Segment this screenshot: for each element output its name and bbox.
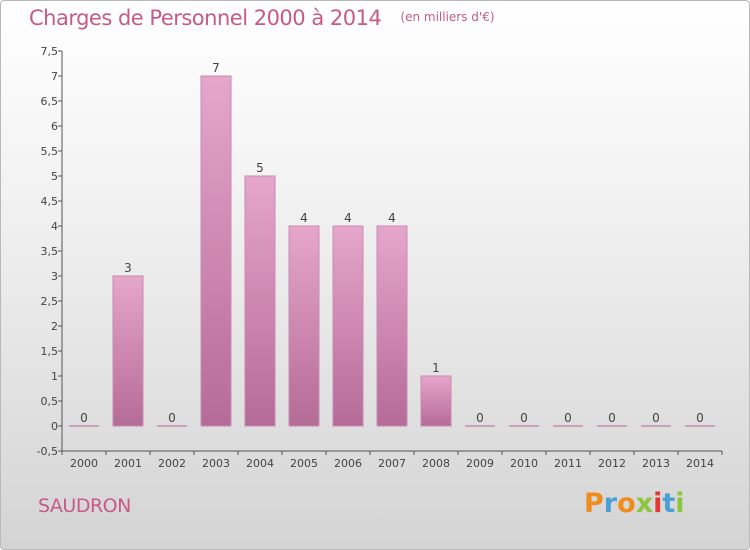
bar: [332, 225, 364, 427]
logo-letter: r: [603, 488, 618, 519]
x-tick-label: 2002: [158, 457, 186, 470]
data-label: 7: [212, 61, 220, 75]
y-tick-label: 6: [51, 120, 58, 133]
data-label: 5: [256, 161, 264, 175]
y-tick-label: 6,5: [41, 95, 59, 108]
data-label: 0: [80, 411, 88, 425]
proxiti-logo[interactable]: Proxiti: [584, 488, 685, 519]
logo-letter: i: [653, 488, 663, 519]
y-tick-label: 4,5: [41, 195, 59, 208]
data-label: 4: [344, 211, 352, 225]
y-tick-label: 3,5: [41, 245, 59, 258]
x-tick-label: 2012: [598, 457, 626, 470]
data-label: 0: [476, 411, 484, 425]
data-label: 0: [168, 411, 176, 425]
x-tick-label: 2007: [378, 457, 406, 470]
y-tick-label: 2: [51, 320, 58, 333]
data-label: 0: [520, 411, 528, 425]
y-tick-label: 3: [51, 270, 58, 283]
y-tick-label: 1,5: [41, 345, 59, 358]
bars: [69, 75, 715, 427]
logo-letter: P: [584, 488, 604, 519]
commune-name: SAUDRON: [38, 495, 131, 517]
x-tick-label: 2003: [202, 457, 230, 470]
x-tick-label: 2006: [334, 457, 362, 470]
x-tick-label: 2011: [554, 457, 582, 470]
data-label: 0: [564, 411, 572, 425]
bar: [112, 275, 144, 427]
x-tick-label: 2005: [290, 457, 318, 470]
y-tick-label: 4: [51, 220, 58, 233]
labels: 0 3 0 7 5 4 4 4 1 0 0 0 0 0 0: [80, 61, 704, 425]
y-tick-label: 1: [51, 370, 58, 383]
data-label: 4: [300, 211, 308, 225]
data-label: 0: [608, 411, 616, 425]
bar: [200, 75, 232, 427]
data-label: 1: [432, 361, 440, 375]
bar: [420, 375, 452, 427]
y-tick-label: 5,5: [41, 145, 59, 158]
x-tick-label: 2009: [466, 457, 494, 470]
logo-letter: t: [662, 488, 676, 519]
data-label: 4: [388, 211, 396, 225]
logo-letter: x: [635, 488, 654, 519]
y-tick-label: 7: [51, 70, 58, 83]
logo-letter: o: [617, 488, 636, 519]
x-tick-label: 2000: [70, 457, 98, 470]
logo-letter: i: [675, 488, 685, 519]
x-tick-label: 2014: [686, 457, 714, 470]
x-tick-label: 2008: [422, 457, 450, 470]
data-label: 0: [652, 411, 660, 425]
bar: [244, 175, 276, 427]
data-label: 0: [696, 411, 704, 425]
y-tick-label: 0: [51, 420, 58, 433]
y-tick-label: 7,5: [41, 45, 59, 58]
bar: [288, 225, 320, 427]
title-row: Charges de Personnel 2000 à 2014 (en mil…: [29, 6, 495, 30]
y-tick-label: -0,5: [37, 445, 58, 458]
x-tick-label: 2004: [246, 457, 274, 470]
y-tick-label: 0,5: [41, 395, 59, 408]
data-label: 3: [124, 261, 132, 275]
x-tick-label: 2010: [510, 457, 538, 470]
x-tick-label: 2001: [114, 457, 142, 470]
chart-subtitle: (en milliers d'€): [400, 10, 495, 24]
y-tick-label: 5: [51, 170, 58, 183]
x-tick-label: 2013: [642, 457, 670, 470]
bar: [376, 225, 408, 427]
chart-title: Charges de Personnel 2000 à 2014: [29, 6, 382, 30]
y-tick-label: 2,5: [41, 295, 59, 308]
axes: -0,5 0 0,5 1 1,5 2 2,5 3 3,5 4 4,5 5 5,5 6 6,5 7 7,5 2000…: [37, 45, 723, 470]
